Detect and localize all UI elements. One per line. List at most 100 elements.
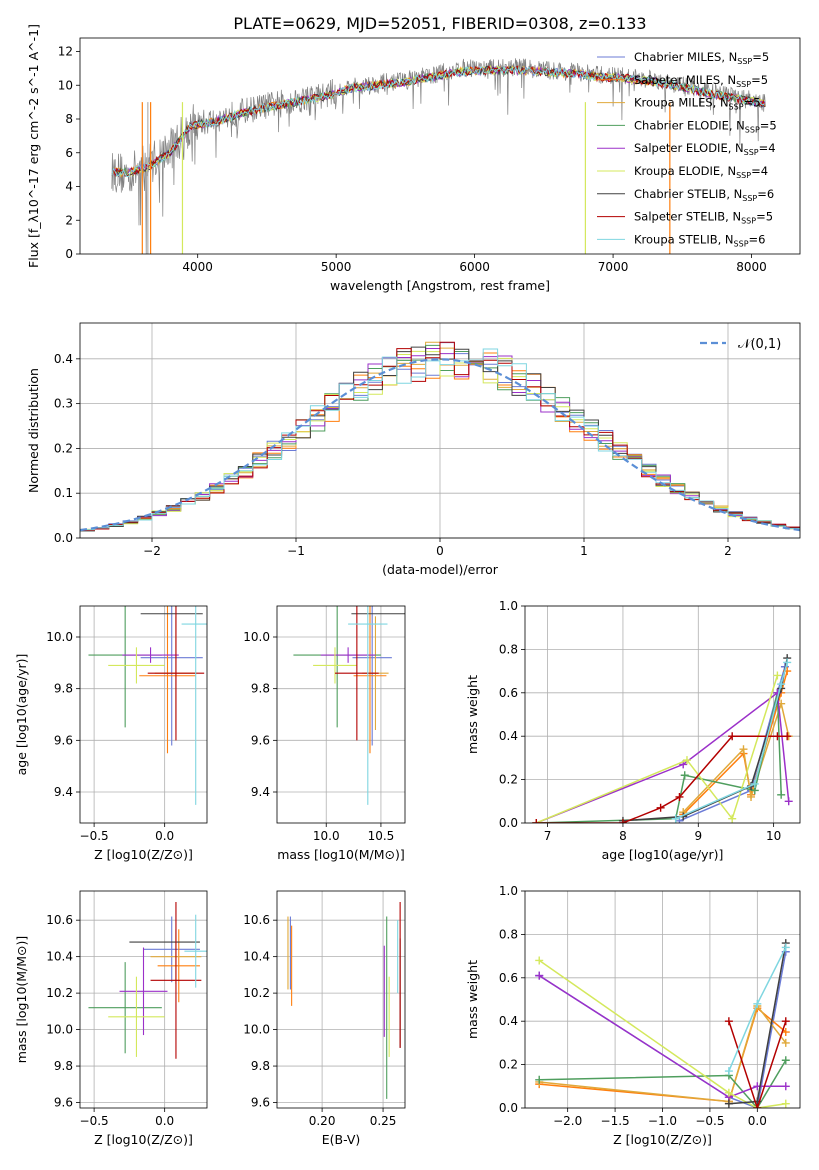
- legend-entry: Salpeter STELIB, NSSP=5: [634, 210, 773, 226]
- weight-marker: [753, 999, 762, 1008]
- tick-label-x: 0: [436, 544, 444, 558]
- tick-label-x: 8000: [736, 260, 767, 274]
- tick-label-x: 5000: [321, 260, 352, 274]
- tick-label-x: −2: [143, 544, 161, 558]
- tick-label-x: 0.25: [370, 1114, 397, 1128]
- weight-marker: [724, 1099, 733, 1108]
- plot-area: [287, 901, 401, 1099]
- figure-title: PLATE=0629, MJD=52051, FIBERID=0308, z=0…: [233, 14, 646, 33]
- legend-subscript: SSP: [734, 239, 749, 248]
- axes-spectrum: 4000 5000 6000 7000 8000 0 2 4 6 8 10 12 wavelength …: [26, 24, 801, 293]
- normal-curve: [80, 358, 800, 532]
- weight-marker: [750, 779, 759, 788]
- axes-weight_vs_age: 7 8 9 10 0.0 0.2 0.4 0.6 0.8 1.0 age [log10(age/yr…: [465, 599, 801, 862]
- tick-label-x: 0.0: [155, 829, 174, 843]
- tick-label-x: −2.0: [553, 1114, 582, 1128]
- tick-label-y: 9.8: [54, 1059, 73, 1073]
- weight-marker: [784, 797, 793, 806]
- legend-subscript: SSP: [745, 125, 760, 134]
- tick-label-y: 2: [65, 213, 73, 227]
- weight-marker: [739, 745, 748, 754]
- weight-marker: [781, 1017, 790, 1026]
- tick-label-y: 0.4: [54, 352, 73, 366]
- y-axis-label: mass [log10(M/M⊙)]: [14, 936, 29, 1064]
- tick-label-x: −1.5: [601, 1114, 630, 1128]
- axes-mass_vs_Z: −0.5 0.0 9.6 9.8 10.0 10.2 10.4 10.6 Z [log10(Z/…: [14, 890, 208, 1147]
- legend-value: =4: [759, 141, 776, 155]
- plot-area: [88, 606, 207, 805]
- tick-label-y: 0.8: [499, 642, 518, 656]
- tick-label-x: 10.0: [313, 829, 340, 843]
- axes-frame: [79, 605, 208, 824]
- tick-label-y: 0.4: [499, 1014, 518, 1028]
- tick-label-x: 0.0: [155, 1114, 174, 1128]
- plot-area: [532, 654, 793, 823]
- weight-marker: [781, 943, 790, 952]
- plot-area: [88, 901, 207, 1059]
- legend-value: =4: [751, 164, 768, 178]
- axes-residuals: −2 −1 0 1 2 0.0 0.1 0.2 0.3 0.4 (data-model)/error…: [26, 322, 801, 577]
- legend-value: =5: [744, 96, 761, 110]
- tick-label-y: 10.6: [46, 913, 73, 927]
- tick-label-x: 10: [766, 829, 781, 843]
- weight-marker: [728, 814, 737, 823]
- model-spectrum: [111, 65, 766, 178]
- tick-label-y: 1.0: [499, 884, 518, 898]
- weight-line: [538, 974, 786, 1099]
- weight-marker: [783, 732, 792, 741]
- weight-marker: [783, 658, 792, 667]
- x-axis-label: E(B-V): [322, 1132, 361, 1147]
- tick-label-y: 0.0: [499, 1101, 518, 1115]
- legend-subscript: SSP: [736, 80, 751, 89]
- tick-label-y: 0.1: [54, 486, 73, 500]
- tick-label-y: 10.6: [243, 913, 270, 927]
- axes-frame: [276, 605, 406, 824]
- weight-marker: [781, 1028, 790, 1037]
- axes-frame: [524, 605, 801, 824]
- tick-label-y: 0.6: [499, 686, 518, 700]
- tick-label-y: 9.8: [54, 682, 73, 696]
- tick-label-x: 8: [619, 829, 627, 843]
- tick-label-y: 0.2: [499, 773, 518, 787]
- plot-area: [80, 341, 800, 533]
- legend-value: =5: [756, 210, 773, 224]
- plot-area: [111, 58, 766, 254]
- weight-marker: [682, 756, 691, 765]
- legend-entry: Salpeter ELODIE, NSSP=4: [634, 141, 776, 157]
- weight-marker: [535, 956, 544, 965]
- axes-frame: [79, 322, 801, 539]
- y-axis-label: Normed distribution: [26, 368, 41, 493]
- weight-line: [675, 662, 788, 820]
- tick-label-x: 2: [724, 544, 732, 558]
- x-axis-label: Z [log10(Z/Z⊙)]: [94, 1132, 193, 1147]
- legend-subscript: SSP: [744, 148, 759, 157]
- weight-marker: [773, 732, 782, 741]
- tick-label-y: 10.2: [46, 986, 73, 1000]
- tick-label-y: 10.2: [243, 986, 270, 1000]
- weight-line: [622, 657, 788, 822]
- weight-marker: [781, 1038, 790, 1047]
- weight-marker: [671, 814, 680, 823]
- weight-line: [536, 675, 779, 823]
- x-axis-label: mass [log10(M/M⊙)]: [277, 847, 405, 862]
- legend-value: =6: [757, 187, 774, 201]
- tick-label-y: 0.6: [499, 971, 518, 985]
- tick-label-y: 9.6: [54, 733, 73, 747]
- y-axis-label: Flux [f_λ10^-17 erg cm^-2 s^-1 A^-1]: [26, 24, 41, 268]
- plot-area: [535, 939, 790, 1108]
- legend-value: =5: [760, 118, 777, 132]
- legend-entry: Chabrier ELODIE, NSSP=5: [634, 118, 777, 134]
- tick-label-y: 0.0: [499, 816, 518, 830]
- weight-marker: [618, 819, 627, 823]
- tick-label-y: 6: [65, 146, 73, 160]
- tick-label-x: 9: [694, 829, 702, 843]
- weight-marker: [532, 819, 541, 823]
- tick-label-y: 9.6: [251, 733, 270, 747]
- tick-label-x: −1.0: [648, 1114, 677, 1128]
- tick-label-x: −0.5: [695, 1114, 724, 1128]
- tick-label-x: 7: [544, 829, 552, 843]
- legend-value: =6: [749, 232, 766, 246]
- y-axis-label: age [log10(age/yr)]: [14, 654, 29, 776]
- y-axis-label: mass weight: [465, 960, 480, 1039]
